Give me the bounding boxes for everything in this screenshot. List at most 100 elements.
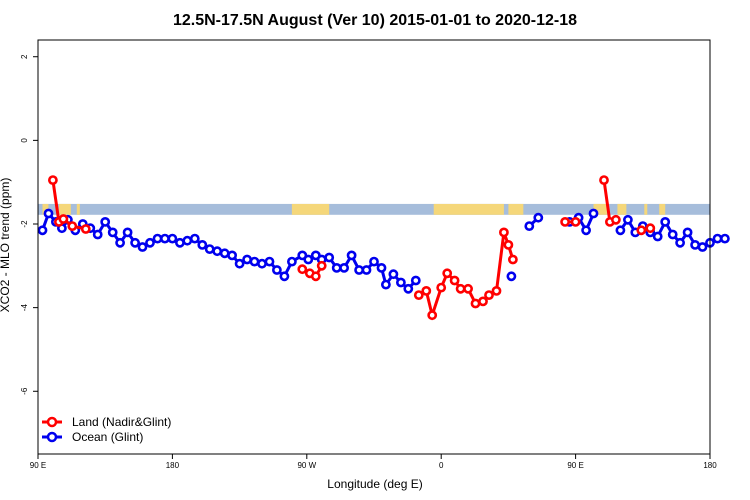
data-point: [67, 221, 78, 231]
data-point: [58, 214, 69, 224]
legend-ocean-marker: [46, 431, 58, 443]
data-point: [667, 229, 678, 240]
data-point: [303, 254, 314, 265]
data-point: [436, 282, 447, 293]
data-point: [227, 250, 237, 261]
series-line: [418, 231, 515, 321]
series-land: [48, 175, 656, 321]
band-land-patch: [76, 203, 80, 215]
data-point: [339, 262, 349, 273]
band-land-patch: [58, 203, 71, 215]
legend-land-marker: [46, 416, 58, 428]
data-point: [234, 258, 245, 269]
data-point: [470, 298, 481, 309]
data-point: [442, 268, 453, 279]
data-point: [599, 175, 609, 185]
x-axis-label: Longitude (deg E): [327, 477, 422, 491]
data-point: [615, 225, 626, 236]
band-land-patch: [42, 203, 49, 215]
y-tick-label: -4: [20, 304, 29, 312]
data-point: [92, 229, 103, 240]
data-point: [316, 260, 327, 271]
data-point: [264, 256, 275, 267]
x-tick-label: 90 W: [297, 461, 316, 470]
data-point: [623, 214, 633, 225]
data-point: [491, 285, 502, 296]
data-point: [652, 231, 663, 242]
data-point: [498, 227, 509, 238]
y-axis-ticks: 2 0 -2 -4 -6: [20, 54, 38, 395]
data-point: [189, 233, 200, 244]
data-point: [324, 252, 335, 263]
data-point: [145, 237, 155, 248]
data-point: [395, 277, 406, 288]
data-point: [37, 225, 48, 236]
data-point: [506, 271, 517, 282]
x-tick-label: 0: [439, 461, 444, 470]
data-point: [197, 239, 208, 250]
data-point: [524, 221, 535, 231]
band-land-patch: [659, 203, 666, 215]
data-point: [697, 242, 708, 252]
data-point: [271, 265, 282, 275]
data-point: [682, 227, 693, 238]
data-point: [570, 216, 581, 227]
data-point: [484, 290, 494, 300]
x-tick-label: 180: [166, 461, 180, 470]
data-point: [588, 208, 599, 219]
data-point: [660, 216, 671, 227]
data-point: [130, 237, 140, 248]
data-point: [182, 235, 193, 246]
data-point: [449, 275, 460, 286]
data-point: [100, 216, 111, 227]
band-land-patch: [617, 203, 627, 215]
x-axis-ticks: 90 E 180 90 W 0 90 E 180: [30, 454, 717, 470]
data-point: [611, 214, 621, 225]
data-point: [137, 242, 148, 252]
data-point: [297, 264, 308, 275]
data-point: [369, 256, 379, 267]
data-point: [286, 256, 297, 267]
y-tick-label: 2: [20, 54, 29, 59]
series-line: [41, 210, 417, 291]
data-point: [122, 227, 133, 238]
band-land-patch: [433, 203, 504, 215]
data-point: [388, 269, 399, 280]
band-land-patch: [291, 203, 330, 215]
legend-ocean-label: Ocean (Glint): [72, 430, 143, 444]
data-point: [249, 256, 260, 267]
data-point: [115, 237, 125, 248]
data-point: [455, 283, 466, 294]
data-point: [463, 283, 473, 294]
data-point: [159, 233, 170, 244]
legend: Land (Nadir&Glint) Ocean (Glint): [42, 415, 171, 444]
data-point: [204, 244, 215, 254]
chart-title: 12.5N-17.5N August (Ver 10) 2015-01-01 t…: [173, 12, 577, 29]
data-point: [508, 254, 518, 265]
data-point: [380, 279, 391, 290]
data-point: [279, 271, 290, 282]
series-layer: [37, 175, 730, 321]
data-point: [675, 237, 685, 248]
y-tick-label: -2: [20, 220, 29, 228]
y-tick-label: -6: [20, 387, 29, 395]
data-point: [403, 283, 414, 294]
legend-land-label: Land (Nadir&Glint): [72, 415, 171, 429]
data-point: [645, 223, 656, 234]
data-point: [107, 227, 118, 238]
data-point: [636, 225, 647, 236]
data-point: [361, 265, 372, 275]
data-point: [503, 239, 514, 250]
data-point: [478, 296, 488, 307]
data-point: [560, 216, 570, 227]
band-land-patch: [644, 203, 648, 215]
data-point: [212, 246, 223, 257]
y-axis-label: XCO2 - MLO trend (ppm): [0, 178, 12, 313]
data-point: [43, 208, 54, 219]
data-point: [167, 233, 178, 244]
band-land-patch: [508, 203, 524, 215]
x-tick-label: 90 E: [567, 461, 583, 470]
data-point: [310, 271, 321, 282]
data-point: [80, 224, 91, 234]
